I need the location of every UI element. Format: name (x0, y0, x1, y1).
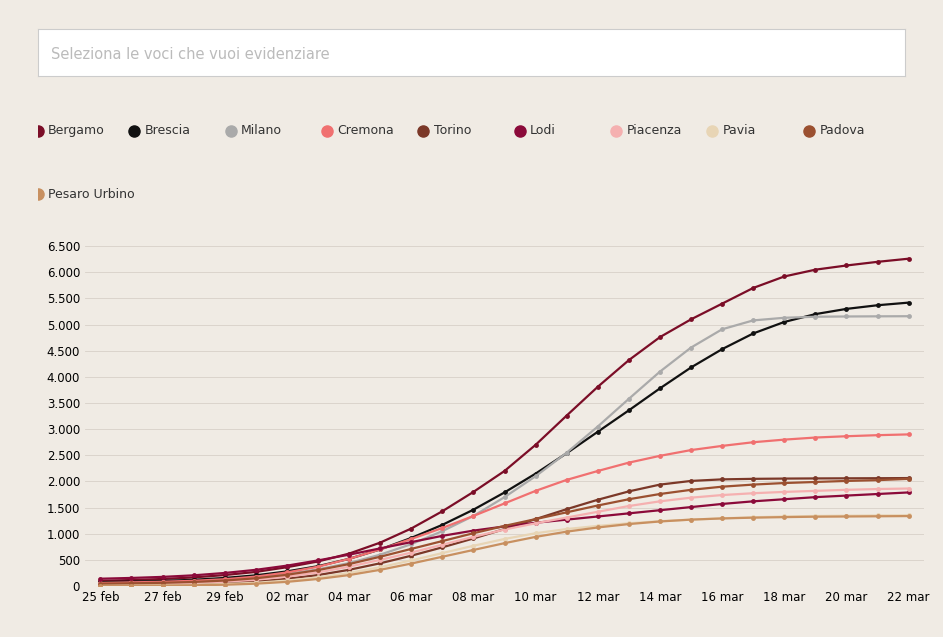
Text: Pesaro Urbino: Pesaro Urbino (48, 188, 135, 201)
Text: Seleziona le voci che vuoi evidenziare: Seleziona le voci che vuoi evidenziare (51, 47, 329, 62)
Text: Milano: Milano (240, 124, 282, 137)
Text: Padova: Padova (819, 124, 865, 137)
Text: Piacenza: Piacenza (626, 124, 682, 137)
Text: Lodi: Lodi (530, 124, 556, 137)
Text: Brescia: Brescia (144, 124, 190, 137)
Text: Pavia: Pavia (723, 124, 756, 137)
Text: Torino: Torino (434, 124, 472, 137)
Text: Bergamo: Bergamo (48, 124, 105, 137)
Text: Cremona: Cremona (338, 124, 394, 137)
